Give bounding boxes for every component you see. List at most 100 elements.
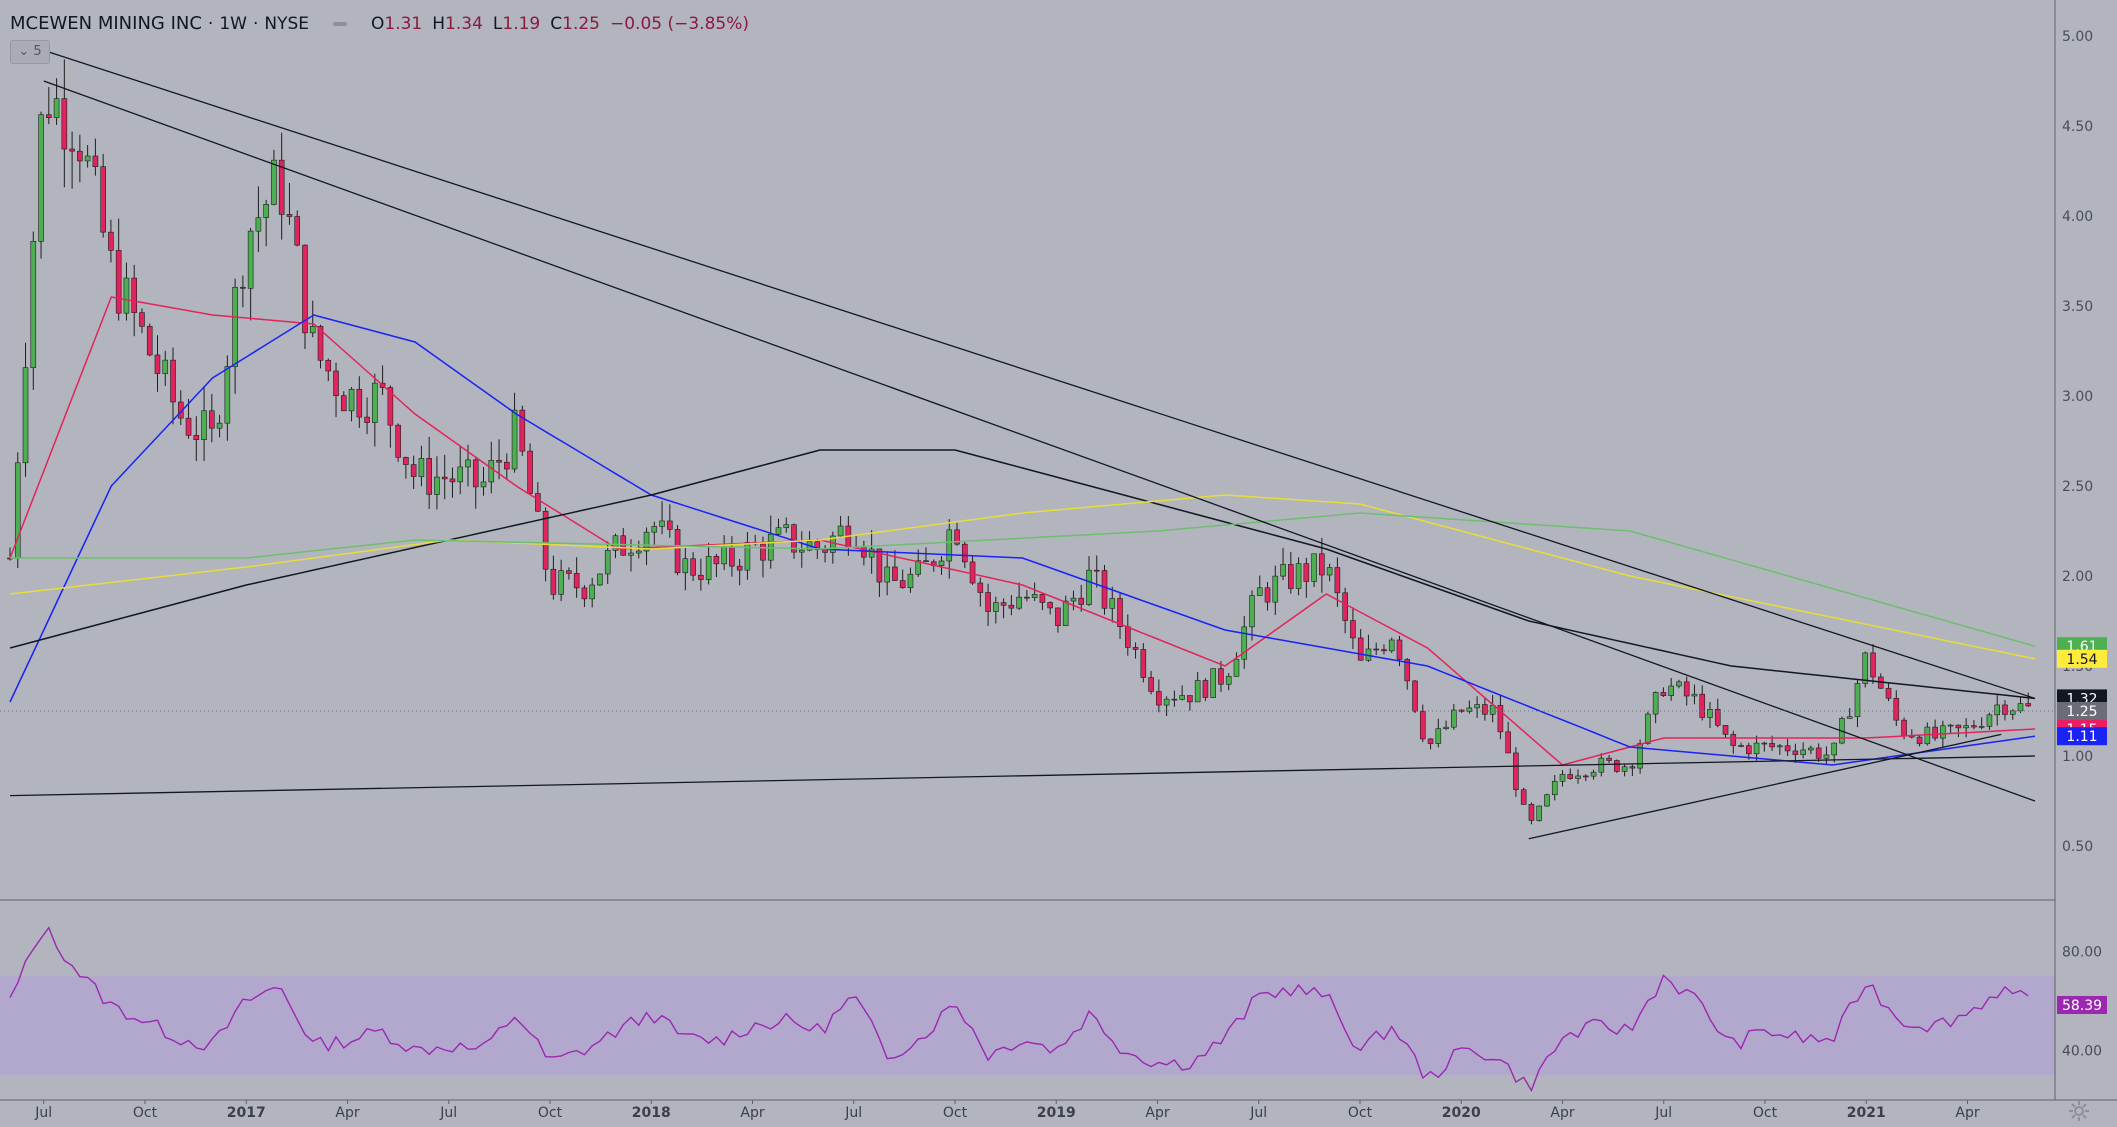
rsi-value-label: 58.39 xyxy=(2062,998,2102,1014)
candle-body xyxy=(1117,598,1123,628)
candle-body xyxy=(635,550,642,554)
candle-body xyxy=(1008,604,1015,609)
candle-body xyxy=(535,493,541,512)
candle-body xyxy=(441,476,448,480)
symbol-name[interactable]: MCEWEN MINING INC xyxy=(10,13,202,34)
low-number: 1.19 xyxy=(502,13,541,34)
candle-body xyxy=(690,558,696,576)
candle-body xyxy=(1582,775,1589,778)
candle-body xyxy=(1808,747,1814,751)
rsi-band xyxy=(0,976,2055,1076)
candle-body xyxy=(488,460,495,483)
moving-average-blue[interactable] xyxy=(9,314,2036,766)
y-tick-label: 4.00 xyxy=(2062,209,2093,225)
candle-body xyxy=(643,531,650,552)
trendline-rising[interactable] xyxy=(1528,733,2002,840)
candle-body xyxy=(496,460,502,463)
candle-body xyxy=(1784,745,1791,752)
moving-average-red[interactable] xyxy=(9,296,2036,766)
moving-average-green[interactable] xyxy=(10,512,2036,647)
candle-body xyxy=(1280,564,1286,577)
candle-body xyxy=(503,461,510,470)
candle-body xyxy=(1746,745,1752,755)
candle-body xyxy=(550,568,557,595)
candle-body xyxy=(356,389,363,418)
gear-icon[interactable] xyxy=(2068,1100,2090,1122)
header-separator: · xyxy=(252,13,259,34)
rsi-tick-label: 80.00 xyxy=(2062,945,2102,961)
change-value: −0.05 (−3.85%) xyxy=(609,13,749,34)
candle-body xyxy=(1342,592,1348,621)
candle-body xyxy=(566,570,572,574)
candle-body xyxy=(340,395,347,412)
collapse-indicators-button[interactable]: ⌄ 5 xyxy=(10,40,50,64)
rsi-line[interactable] xyxy=(9,926,2029,1093)
candle-body xyxy=(387,387,394,426)
trendline-support[interactable] xyxy=(9,755,2036,797)
candle-body xyxy=(1458,709,1465,712)
open-value: O1.31 xyxy=(371,14,422,34)
candle-body xyxy=(713,555,720,565)
candle-body xyxy=(1311,553,1317,582)
candle-body xyxy=(1016,596,1022,609)
candle-body xyxy=(364,416,370,423)
y-tick-label: 3.00 xyxy=(2062,389,2093,405)
candle-body xyxy=(2025,703,2032,707)
candle-body xyxy=(1404,659,1411,682)
candle-body xyxy=(1940,725,1946,739)
candle-body xyxy=(1559,774,1566,782)
candle-body xyxy=(1978,726,1985,728)
candle-body xyxy=(1326,567,1333,576)
candle-body xyxy=(682,558,689,574)
candle-body xyxy=(651,526,658,533)
price-label-gray: 1.25 xyxy=(2057,702,2107,720)
low-label: L xyxy=(492,13,503,34)
candle-body xyxy=(775,527,782,535)
candle-body xyxy=(946,529,953,562)
moving-average-yellow[interactable] xyxy=(9,494,2036,660)
candle-body xyxy=(1893,698,1900,721)
candle-body xyxy=(1598,757,1605,773)
candle-body xyxy=(837,525,844,537)
candle-body xyxy=(1963,725,1969,729)
candle-body xyxy=(1738,745,1744,747)
candle-body xyxy=(884,566,890,583)
candle-body xyxy=(1264,587,1271,603)
candle-body xyxy=(465,459,471,468)
candle-body xyxy=(1730,734,1737,746)
x-tick-label: Oct xyxy=(1753,1105,1778,1121)
candle-body xyxy=(814,541,821,551)
candle-body xyxy=(1000,602,1007,606)
price-label-text: 1.25 xyxy=(2066,704,2097,720)
candle-body xyxy=(472,459,479,488)
candle-body xyxy=(1769,743,1775,748)
rsi-pane[interactable] xyxy=(0,926,2055,1093)
candle-body xyxy=(1846,716,1853,719)
candle-body xyxy=(1156,691,1162,706)
moving-average-black[interactable] xyxy=(9,449,2036,700)
price-pane[interactable] xyxy=(0,49,2055,840)
market-status-icon xyxy=(333,21,347,26)
candle-body xyxy=(395,424,401,458)
candle-body xyxy=(1125,626,1131,648)
interval-label[interactable]: 1W xyxy=(219,13,247,34)
candle-body xyxy=(1163,698,1170,706)
candle-body xyxy=(209,410,215,429)
candle-body xyxy=(193,435,200,441)
candle-body xyxy=(403,457,409,465)
trendline-lower[interactable] xyxy=(43,80,2036,802)
trendline-upper[interactable] xyxy=(43,49,2036,700)
candle-body xyxy=(861,546,867,558)
candle-body xyxy=(1101,570,1108,609)
candle-body xyxy=(1070,597,1077,602)
candle-body xyxy=(1288,564,1294,589)
candle-body xyxy=(185,417,192,436)
candle-body xyxy=(309,326,316,334)
x-tick-label: Apr xyxy=(1550,1105,1574,1121)
candle-body xyxy=(1093,569,1100,572)
candle-body xyxy=(1218,668,1224,685)
candle-body xyxy=(146,326,153,356)
candle-body xyxy=(1932,726,1938,739)
candle-body xyxy=(1994,704,2000,716)
